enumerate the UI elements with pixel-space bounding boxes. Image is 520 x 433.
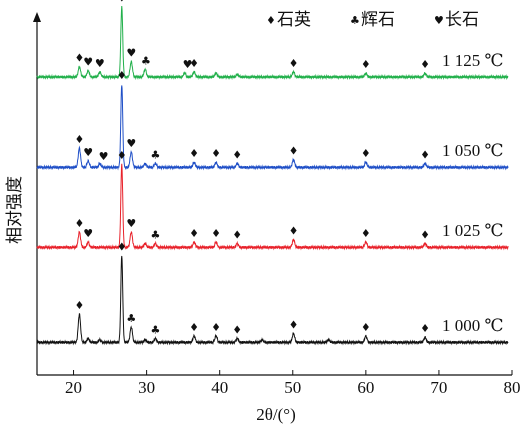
x-tick-label: 60 xyxy=(357,378,374,397)
x-axis-title: 2θ/(°) xyxy=(256,405,296,424)
quartz-marker: ♦ xyxy=(232,149,242,162)
quartz-marker: ♦ xyxy=(289,57,299,70)
quartz-marker: ♦ xyxy=(420,229,430,242)
feldspar-marker: ♥ xyxy=(126,217,136,230)
quartz-marker: ♦ xyxy=(74,133,84,146)
feldspar-marker: ♥ xyxy=(126,47,136,60)
x-tick-label: 80 xyxy=(504,378,520,397)
feldspar-marker: ♥ xyxy=(126,137,136,150)
quartz-marker: ♦ xyxy=(289,225,299,238)
y-axis-arrow-icon xyxy=(33,12,41,22)
y-axis-title: 相对强度 xyxy=(5,176,24,244)
quartz-marker: ♦ xyxy=(289,318,299,331)
series-line xyxy=(36,85,509,171)
legend-label: 长石 xyxy=(445,10,479,30)
quartz-marker: ♦ xyxy=(361,321,371,334)
series-temperature-label: 1 125 ℃ xyxy=(442,51,504,70)
quartz-marker: ♦ xyxy=(117,240,127,253)
pyroxene-marker: ♣ xyxy=(150,229,160,242)
x-tick-label: 30 xyxy=(138,378,155,397)
pyroxene-marker: ♣ xyxy=(141,54,151,67)
quartz-marker: ♦ xyxy=(189,147,199,160)
quartz-marker: ♦ xyxy=(117,69,127,82)
quartz-marker: ♦ xyxy=(289,145,299,158)
club-icon: ♣ xyxy=(350,14,360,27)
feldspar-marker: ♥ xyxy=(95,57,105,70)
quartz-marker: ♦ xyxy=(117,0,127,5)
feldspar-marker: ♥ xyxy=(83,56,93,69)
legend-label: 石英 xyxy=(277,10,311,30)
quartz-marker: ♦ xyxy=(420,58,430,71)
x-tick-label: 40 xyxy=(211,378,228,397)
pyroxene-marker: ♣ xyxy=(150,149,160,162)
quartz-marker: ♦ xyxy=(189,227,199,240)
legend: ♦ 石英 ♣ 辉石 ♥ 长石 xyxy=(266,10,479,30)
axes: 20 30 40 50 60 70 80 xyxy=(33,12,520,397)
series-temperature-label: 1 025 ℃ xyxy=(442,221,504,240)
x-tick-label: 20 xyxy=(65,378,82,397)
series-temperature-label: 1 050 ℃ xyxy=(442,141,504,160)
quartz-marker: ♦ xyxy=(232,324,242,337)
pyroxene-marker: ♣ xyxy=(126,312,136,325)
feldspar-marker: ♥ xyxy=(83,146,93,159)
quartz-marker: ♦ xyxy=(420,149,430,162)
diamond-icon: ♦ xyxy=(266,14,276,27)
quartz-marker: ♦ xyxy=(361,147,371,160)
pyroxene-marker: ♣ xyxy=(150,324,160,337)
series-line xyxy=(36,163,509,251)
x-tick-label: 50 xyxy=(284,378,301,397)
quartz-marker: ♦ xyxy=(189,57,199,70)
series-temperature-label: 1 000 ℃ xyxy=(442,316,504,335)
quartz-marker: ♦ xyxy=(361,58,371,71)
quartz-marker: ♦ xyxy=(232,229,242,242)
quartz-marker: ♦ xyxy=(74,52,84,65)
marker-layer: ♦♥♥♦♥♣♥♦♦♦♦♦♥♥♦♥♣♦♦♦♦♦♦♦♥♦♥♣♦♦♦♦♦♦♦♦♣♣♦♦… xyxy=(74,0,430,337)
quartz-marker: ♦ xyxy=(189,321,199,334)
heart-icon: ♥ xyxy=(434,14,444,27)
quartz-marker: ♦ xyxy=(361,227,371,240)
quartz-marker: ♦ xyxy=(211,147,221,160)
x-tick-label: 70 xyxy=(430,378,447,397)
quartz-marker: ♦ xyxy=(117,149,127,162)
series-layer: 1 125 ℃ 1 050 ℃ 1 025 ℃ 1 000 ℃ xyxy=(36,5,509,346)
feldspar-marker: ♥ xyxy=(183,58,193,71)
quartz-marker: ♦ xyxy=(211,227,221,240)
series-line xyxy=(36,5,509,81)
quartz-marker: ♦ xyxy=(420,322,430,335)
feldspar-marker: ♥ xyxy=(99,150,109,163)
quartz-marker: ♦ xyxy=(74,299,84,312)
quartz-marker: ♦ xyxy=(74,217,84,230)
series-line xyxy=(36,255,509,346)
legend-label: 辉石 xyxy=(361,10,395,30)
feldspar-marker: ♥ xyxy=(83,227,93,240)
quartz-marker: ♦ xyxy=(211,321,221,334)
